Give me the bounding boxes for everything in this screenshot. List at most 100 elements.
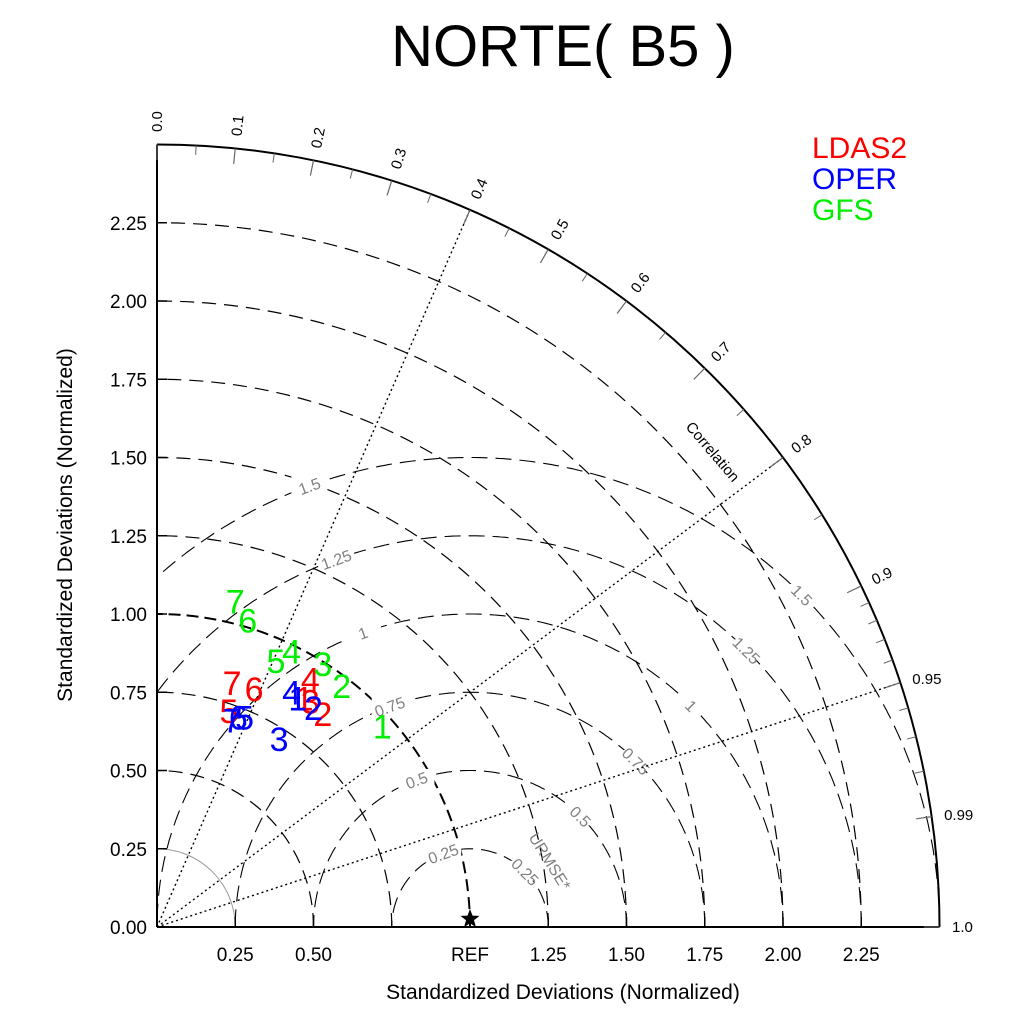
x-axis-label: Standardized Deviations (Normalized) [386,981,740,1004]
correlation-tick [463,209,471,225]
std-arc [156,300,784,928]
point-gfs-3: 3 [313,646,332,684]
correlation-tick [916,816,932,820]
std-arc [156,691,393,928]
correlation-caption: Correlation [682,419,743,486]
correlation-tick-label: 0.4 [468,176,492,202]
correlation-minor-tick [349,169,354,179]
y-axis-label: Standardized Deviations (Normalized) [54,348,77,702]
correlation-minor-tick [427,193,432,203]
correlation-tick-label: 1.0 [952,919,973,936]
correlation-minor-tick [868,619,878,625]
rmse-arc-label: 0.5 [404,770,431,794]
point-ldas2-4: 4 [301,662,320,700]
correlation-tick-label: 0.3 [388,146,410,171]
point-gfs-7: 7 [226,583,245,621]
correlation-tick-label: 0.0 [149,111,166,132]
correlation-minor-tick [813,514,823,521]
correlation-minor-tick [736,409,745,417]
std-arc [156,535,549,928]
point-oper-1: 1 [288,681,307,719]
point-ldas2-6: 6 [245,671,264,709]
correlation-minor-tick [659,332,667,340]
y-tick-label: 1.75 [110,370,147,391]
correlation-tick-label: 0.8 [788,431,815,457]
correlation-minor-tick [581,273,588,282]
rmse-arc [157,535,862,928]
rmse-label-bg [507,860,544,881]
correlation-tick [309,160,315,176]
correlation-tick-label: 0.6 [628,269,654,296]
correlation-tick-label: 0.1 [229,114,248,136]
y-tick-label: 2.00 [110,292,147,313]
rmse-label-bg [344,621,381,642]
chart-title: NORTE( B5 ) [391,14,735,79]
correlation-tick [885,682,901,689]
point-ldas2-2: 2 [313,696,332,734]
correlation-ray [156,456,784,928]
rmse-label-bg [673,694,710,715]
x-tick-label: REF [451,945,489,966]
point-gfs-1: 1 [373,709,392,747]
y-tick-label: 2.25 [110,214,147,235]
std-arc [156,378,706,928]
reference-star [460,909,480,928]
point-oper-7: 7 [223,702,242,740]
rmse-arc [312,769,628,927]
legend-entry-ldas2: LDAS2 [812,132,907,165]
std-arc [156,456,628,928]
correlation-tick-label: 0.2 [308,126,329,150]
correlation-minor-tick [883,659,893,664]
correlation-tick [386,180,393,196]
point-gfs-5: 5 [266,643,285,681]
correlation-minor-tick [272,153,275,163]
correlation-minor-tick [875,638,885,644]
y-tick-label: 0.50 [110,762,147,783]
correlation-tick-label: 0.9 [869,564,895,588]
x-tick-label: 1.75 [686,945,723,966]
x-tick-label: 0.25 [217,945,254,966]
correlation-tick [693,367,706,380]
correlation-minor-tick [860,602,870,607]
correlation-ray [156,681,901,928]
correlation-tick-label: 0.95 [912,671,941,688]
legend-entry-gfs: GFS [812,194,874,227]
correlation-minor-tick [899,707,909,712]
rmse-label-bg [371,695,408,716]
point-ldas2-7: 7 [223,665,242,703]
rmse-label-bg [728,639,765,660]
point-ldas2-3: 3 [301,684,320,722]
point-gfs-4: 4 [282,634,301,672]
correlation-tick [770,457,784,468]
rmse-label-bg [398,768,435,789]
correlation-tick-label: 0.7 [708,339,735,366]
y-tick-label: 0.75 [110,683,147,704]
point-oper-3: 3 [270,721,289,759]
rmse-arc [156,613,784,927]
diagram-tick-labels: 0.25 0.50 REF 1.25 1.50 1.75 2.00 2.250.000.250… [110,111,973,966]
correlation-tick [846,585,862,594]
point-gfs-2: 2 [332,668,351,706]
x-tick-label: 2.25 [843,945,880,966]
x-tick-label: 2.00 [765,945,802,966]
std-arc [156,769,315,928]
x-tick-label: 1.25 [530,945,567,966]
diagram-grid: 0.250.250.50.50.750.75111.251.251.51.5UR… [156,209,941,928]
y-tick-label: 0.00 [110,918,147,939]
inner-arc [156,848,236,928]
point-oper-5: 5 [235,699,254,737]
rmse-label-bg [318,548,355,569]
x-tick-label: 1.50 [608,945,645,966]
diagram-axes [156,143,941,928]
y-tick-label: 1.50 [110,449,147,470]
rmse-label-bg [783,584,820,605]
point-ldas2-5: 5 [220,693,239,731]
y-tick-label: 1.25 [110,527,147,548]
y-tick-label: 0.25 [110,840,147,861]
rmse-label-bg [617,750,654,771]
correlation-minor-tick [914,770,924,774]
point-gfs-6: 6 [238,602,257,640]
rmse-label-bg [562,805,599,826]
std-arc [156,222,862,928]
